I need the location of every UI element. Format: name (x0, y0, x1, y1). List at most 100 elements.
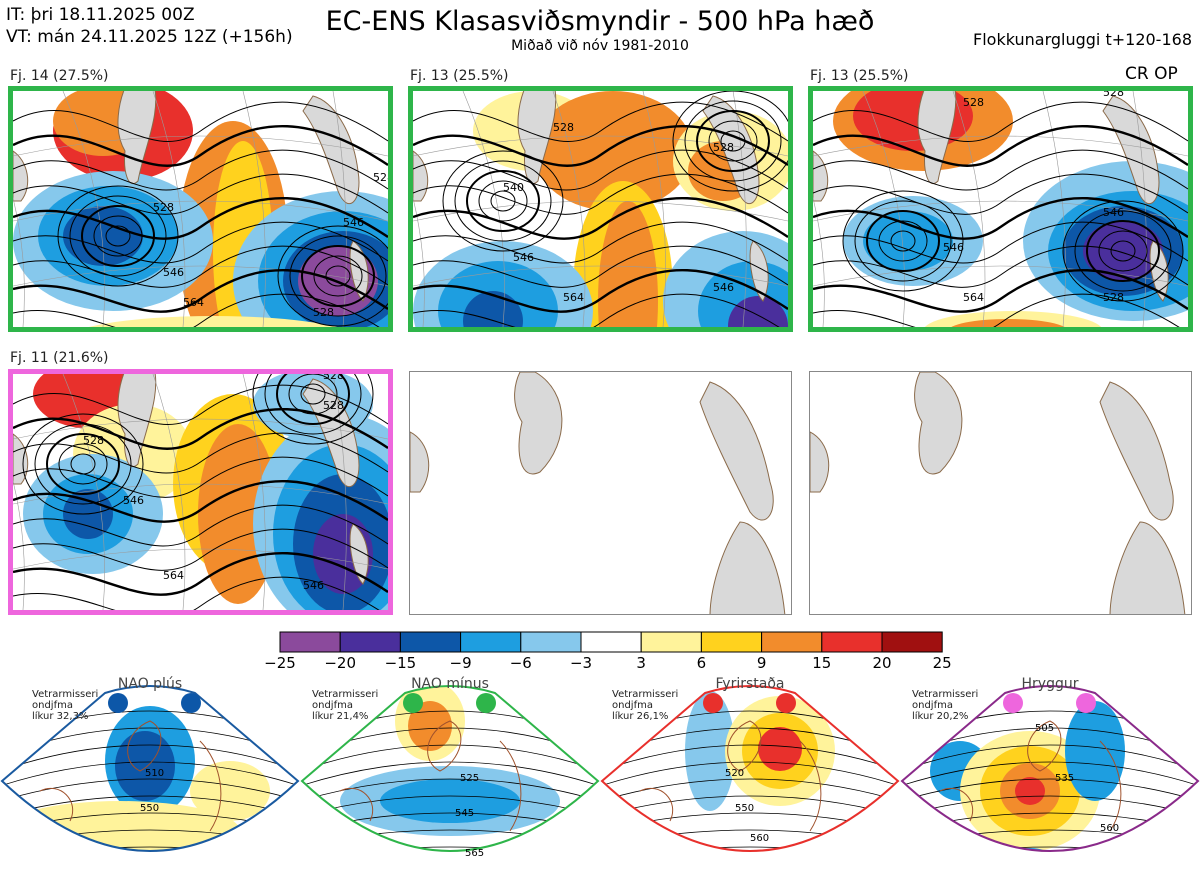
contour-label: 564 (183, 296, 204, 309)
regime-title: NAO mínus (411, 676, 489, 692)
colorbar-segment (640, 631, 702, 653)
anomaly-shading (863, 211, 953, 271)
height-contour (13, 456, 388, 498)
height-contour (13, 124, 388, 167)
panel-1-label: Fj. 14 (27.5%) (10, 68, 109, 84)
empty-map-svg (810, 372, 1191, 614)
regime-note: Vetrarmisseri ondjfma líkur 20,2% (912, 689, 979, 722)
height-contour (13, 407, 388, 450)
height-contour (13, 479, 388, 523)
colorbar (279, 631, 943, 653)
regime-shading (408, 701, 452, 751)
regime-note: Vetrarmisseri ondjfma líkur 32,3% (32, 689, 99, 722)
height-contour (842, 190, 964, 292)
contour-label: 528 (1103, 291, 1124, 304)
page-title: EC-ENS Klasasviðsmyndir - 500 hPa hæð (325, 6, 875, 37)
height-contour (13, 173, 388, 215)
regime-map: 525 545 565 (300, 685, 600, 859)
height-contour (13, 245, 388, 288)
colorbar-segment (399, 631, 462, 653)
issue-time: IT: þri 18.11.2025 00Z (6, 5, 195, 25)
height-contour (1110, 240, 1136, 262)
colorbar-tick-label: 6 (696, 654, 707, 672)
contour-label: 528 (553, 121, 574, 134)
contour-label: 540 (503, 181, 524, 194)
colorbar-segment (580, 631, 642, 653)
contour-label: 546 (343, 216, 364, 229)
contour-label: 564 (963, 291, 984, 304)
regime-dot (776, 693, 796, 713)
regime-note: Vetrarmisseri ondjfma líkur 26,1% (612, 689, 679, 722)
contour-label: 528 (713, 141, 734, 154)
height-contour (13, 293, 380, 327)
cluster-map-3: 528 546 564 546 528 528 (808, 86, 1193, 332)
regime-note: Vetrarmisseri ondjfma líkur 21,4% (312, 689, 379, 722)
valid-time: VT: mán 24.11.2025 12Z (+156h) (6, 27, 293, 47)
anomaly-shading (951, 319, 1065, 327)
colorbar-tick-label: −15 (384, 654, 417, 672)
height-contour (300, 383, 326, 405)
cluster-map-2: 528 546 564 546 528 540 (408, 86, 793, 332)
contour-label: 546 (713, 281, 734, 294)
height-contour (264, 374, 362, 435)
height-contour (105, 225, 131, 247)
height-contour (413, 221, 788, 264)
height-contour (277, 225, 388, 327)
height-contour (13, 149, 388, 191)
height-contour (13, 528, 388, 571)
height-contour (13, 432, 388, 474)
colorbar-tick-label: 20 (872, 654, 892, 672)
height-contour (413, 101, 788, 142)
contour-label: 528 (323, 374, 344, 382)
anomaly-shading (63, 206, 143, 266)
height-contour (813, 101, 1188, 142)
height-contour (1074, 210, 1172, 292)
regime-title: NAO plús (117, 676, 183, 692)
regime-shading (685, 691, 735, 811)
height-contour (813, 268, 1188, 313)
regime-contour-label: 545 (455, 808, 474, 819)
anomaly-shading (533, 91, 693, 211)
colorbar-segment (700, 631, 763, 653)
colorbar-tick-label: 25 (932, 654, 952, 672)
cluster-map-svg: 528 546 564 546 528 528 (13, 91, 388, 327)
regime-dot (1076, 693, 1096, 713)
cluster-map-svg: 528 546 564 546 528 528 (13, 374, 388, 610)
anomaly-shading (598, 201, 658, 327)
regime-shading (380, 779, 520, 823)
height-contour (58, 443, 108, 485)
height-contour (890, 230, 916, 252)
empty-map-svg (410, 372, 791, 614)
colorbar-segment (339, 631, 401, 653)
regime-dot (703, 693, 723, 713)
height-contour (413, 124, 788, 167)
colorbar-tick-label: −9 (449, 654, 472, 672)
contour-label: 528 (153, 201, 174, 214)
cluster-map-1: 528 546 564 546 528 528 (8, 86, 393, 332)
height-contour (813, 173, 1188, 215)
height-contour (1086, 220, 1160, 282)
height-contour (13, 221, 388, 264)
colorbar-segment (279, 631, 341, 653)
height-contour (413, 196, 788, 240)
contour-label: 564 (563, 291, 584, 304)
colorbar-tick-label: −20 (324, 654, 357, 672)
height-contour (276, 374, 350, 425)
height-contour (413, 268, 788, 313)
height-contour (13, 576, 380, 610)
colorbar-tick-label: −3 (569, 654, 593, 672)
regime-map: 520 550 560 (600, 685, 900, 852)
height-contour (13, 196, 388, 240)
cluster-map-svg: 528 546 564 546 528 528 (813, 91, 1188, 327)
regime-border (300, 685, 600, 852)
cr-op-tag: CR OP (1125, 64, 1178, 84)
regime-shading (1015, 777, 1045, 805)
regime-map: 505 535 560 (900, 685, 1200, 852)
height-contour (708, 120, 758, 162)
height-contour (69, 195, 167, 277)
panel-3-label: Fj. 13 (25.5%) (810, 68, 909, 84)
regime-contour-label: 560 (750, 833, 769, 844)
anomaly-shading (728, 296, 788, 327)
colorbar-segment (520, 631, 582, 653)
regime-shading (758, 727, 802, 771)
